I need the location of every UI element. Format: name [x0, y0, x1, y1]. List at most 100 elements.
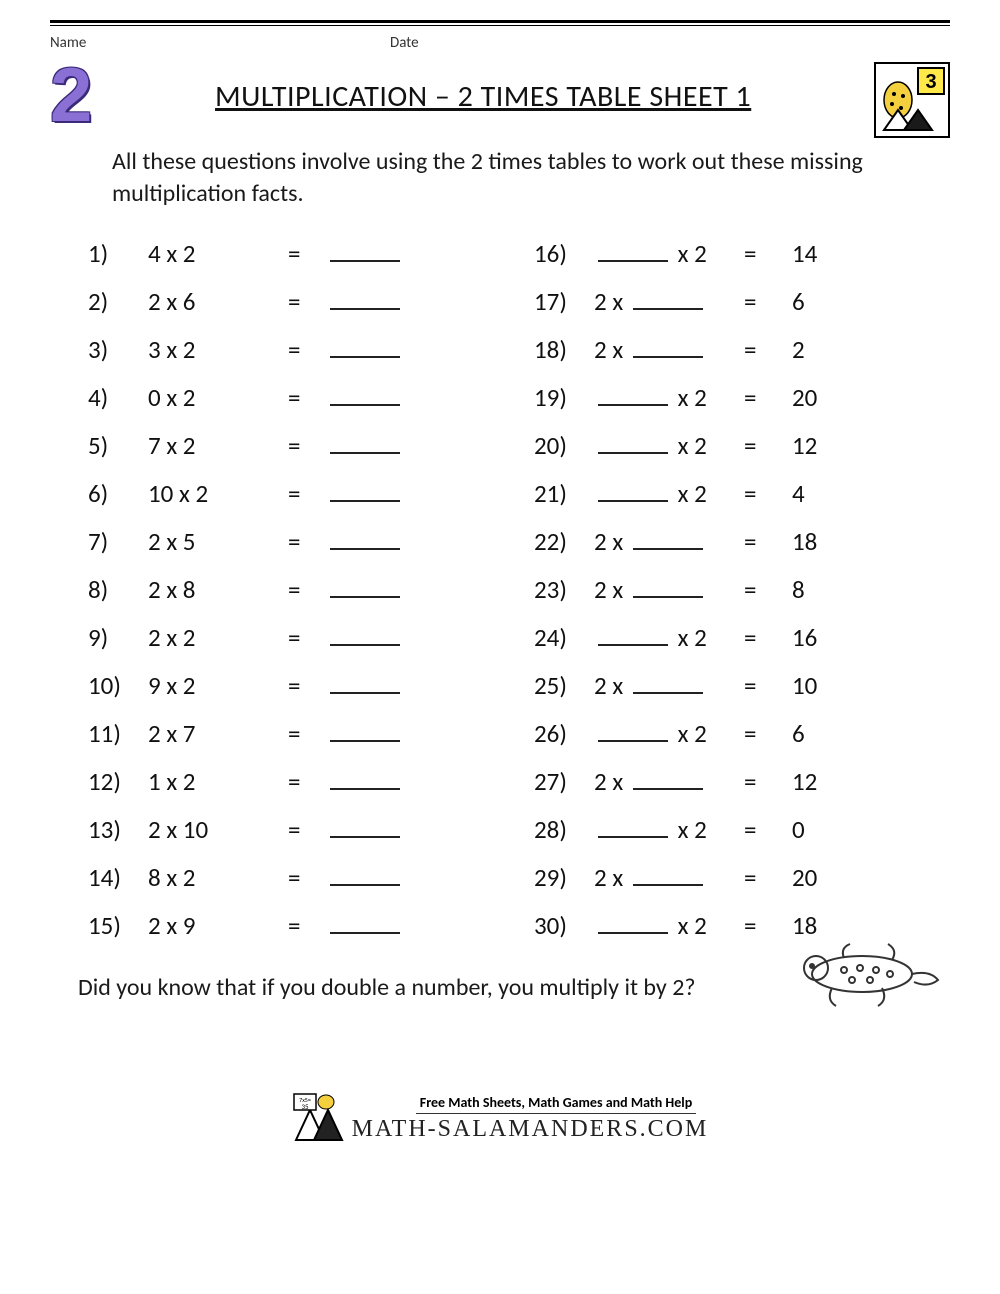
- expression: 9 x 2: [148, 670, 288, 701]
- expression: x 2: [594, 429, 744, 461]
- answer-blank[interactable]: [326, 909, 416, 941]
- equals-sign: =: [288, 862, 326, 893]
- question-row: 13)2 x 10=: [88, 805, 504, 853]
- brand-logo-icon: 7x5= 35: [292, 1092, 344, 1144]
- operand-blank[interactable]: [633, 285, 703, 310]
- operand-blank[interactable]: [598, 237, 668, 262]
- expression: 7 x 2: [148, 430, 288, 461]
- operand-blank[interactable]: [598, 429, 668, 454]
- equals-sign: =: [744, 334, 792, 365]
- answer-value: 14: [792, 238, 852, 269]
- question-row: 26) x 2=6: [534, 709, 950, 757]
- equals-sign: =: [744, 766, 792, 797]
- operand-blank[interactable]: [633, 669, 703, 694]
- question-row: 14)8 x 2=: [88, 853, 504, 901]
- question-row: 12)1 x 2=: [88, 757, 504, 805]
- expression: 2 x: [594, 525, 744, 557]
- operand-blank[interactable]: [598, 381, 668, 406]
- question-number: 21): [534, 478, 594, 509]
- expression: 2 x 9: [148, 910, 288, 941]
- question-number: 9): [88, 622, 148, 653]
- question-row: 3)3 x 2=: [88, 325, 504, 373]
- equals-sign: =: [288, 334, 326, 365]
- question-row: 1)4 x 2=: [88, 229, 504, 277]
- operand-blank[interactable]: [598, 717, 668, 742]
- name-label: Name: [50, 34, 390, 52]
- expression: 2 x: [594, 285, 744, 317]
- question-number: 19): [534, 382, 594, 413]
- equals-sign: =: [744, 526, 792, 557]
- operand-blank[interactable]: [633, 333, 703, 358]
- question-number: 3): [88, 334, 148, 365]
- question-number: 17): [534, 286, 594, 317]
- operand-blank[interactable]: [598, 909, 668, 934]
- expression: x 2: [594, 717, 744, 749]
- expression: 4 x 2: [148, 238, 288, 269]
- page-title: MULTIPLICATION – 2 TIMES TABLE SHEET 1: [110, 62, 856, 115]
- equals-sign: =: [288, 814, 326, 845]
- question-row: 23)2 x =8: [534, 565, 950, 613]
- equals-sign: =: [288, 670, 326, 701]
- answer-value: 16: [792, 622, 852, 653]
- question-number: 26): [534, 718, 594, 749]
- equals-sign: =: [744, 862, 792, 893]
- expression: 10 x 2: [148, 478, 288, 509]
- question-columns: 1)4 x 2=2)2 x 6=3)3 x 2=4)0 x 2=5)7 x 2=…: [88, 229, 950, 949]
- expression: 2 x 8: [148, 574, 288, 605]
- instructions-text: All these questions involve using the 2 …: [112, 146, 950, 211]
- top-rule: [50, 20, 950, 26]
- question-number: 4): [88, 382, 148, 413]
- brand-site: MATH-SALAMANDERS.COM: [352, 1116, 709, 1143]
- question-number: 5): [88, 430, 148, 461]
- answer-blank[interactable]: [326, 669, 416, 701]
- grade-badge-icon: 3: [874, 62, 950, 138]
- question-row: 4)0 x 2=: [88, 373, 504, 421]
- equals-sign: =: [744, 574, 792, 605]
- equals-sign: =: [744, 814, 792, 845]
- question-row: 27)2 x =12: [534, 757, 950, 805]
- question-number: 24): [534, 622, 594, 653]
- operand-blank[interactable]: [633, 765, 703, 790]
- answer-blank[interactable]: [326, 621, 416, 653]
- operand-blank[interactable]: [598, 477, 668, 502]
- question-row: 24) x 2=16: [534, 613, 950, 661]
- question-row: 28) x 2=0: [534, 805, 950, 853]
- left-column: 1)4 x 2=2)2 x 6=3)3 x 2=4)0 x 2=5)7 x 2=…: [88, 229, 504, 949]
- operand-blank[interactable]: [633, 525, 703, 550]
- equals-sign: =: [744, 622, 792, 653]
- answer-blank[interactable]: [326, 861, 416, 893]
- footer-brand: 7x5= 35 Free Math Sheets, Math Games and…: [50, 1092, 950, 1149]
- svg-text:35: 35: [301, 1102, 309, 1111]
- equals-sign: =: [744, 286, 792, 317]
- answer-blank[interactable]: [326, 381, 416, 413]
- answer-blank[interactable]: [326, 237, 416, 269]
- expression: 2 x: [594, 765, 744, 797]
- answer-blank[interactable]: [326, 333, 416, 365]
- answer-blank[interactable]: [326, 717, 416, 749]
- answer-blank[interactable]: [326, 765, 416, 797]
- question-number: 14): [88, 862, 148, 893]
- question-row: 8)2 x 8=: [88, 565, 504, 613]
- question-number: 1): [88, 238, 148, 269]
- operand-blank[interactable]: [633, 573, 703, 598]
- question-row: 16) x 2=14: [534, 229, 950, 277]
- operand-blank[interactable]: [598, 813, 668, 838]
- question-row: 25)2 x =10: [534, 661, 950, 709]
- expression: 2 x 10: [148, 814, 288, 845]
- answer-blank[interactable]: [326, 429, 416, 461]
- answer-blank[interactable]: [326, 525, 416, 557]
- question-number: 25): [534, 670, 594, 701]
- answer-value: 0: [792, 814, 852, 845]
- question-row: 21) x 2=4: [534, 469, 950, 517]
- expression: 2 x 5: [148, 526, 288, 557]
- operand-blank[interactable]: [633, 861, 703, 886]
- question-number: 23): [534, 574, 594, 605]
- answer-blank[interactable]: [326, 813, 416, 845]
- answer-blank[interactable]: [326, 285, 416, 317]
- expression: x 2: [594, 477, 744, 509]
- answer-blank[interactable]: [326, 573, 416, 605]
- answer-blank[interactable]: [326, 477, 416, 509]
- question-row: 5)7 x 2=: [88, 421, 504, 469]
- expression: x 2: [594, 909, 744, 941]
- operand-blank[interactable]: [598, 621, 668, 646]
